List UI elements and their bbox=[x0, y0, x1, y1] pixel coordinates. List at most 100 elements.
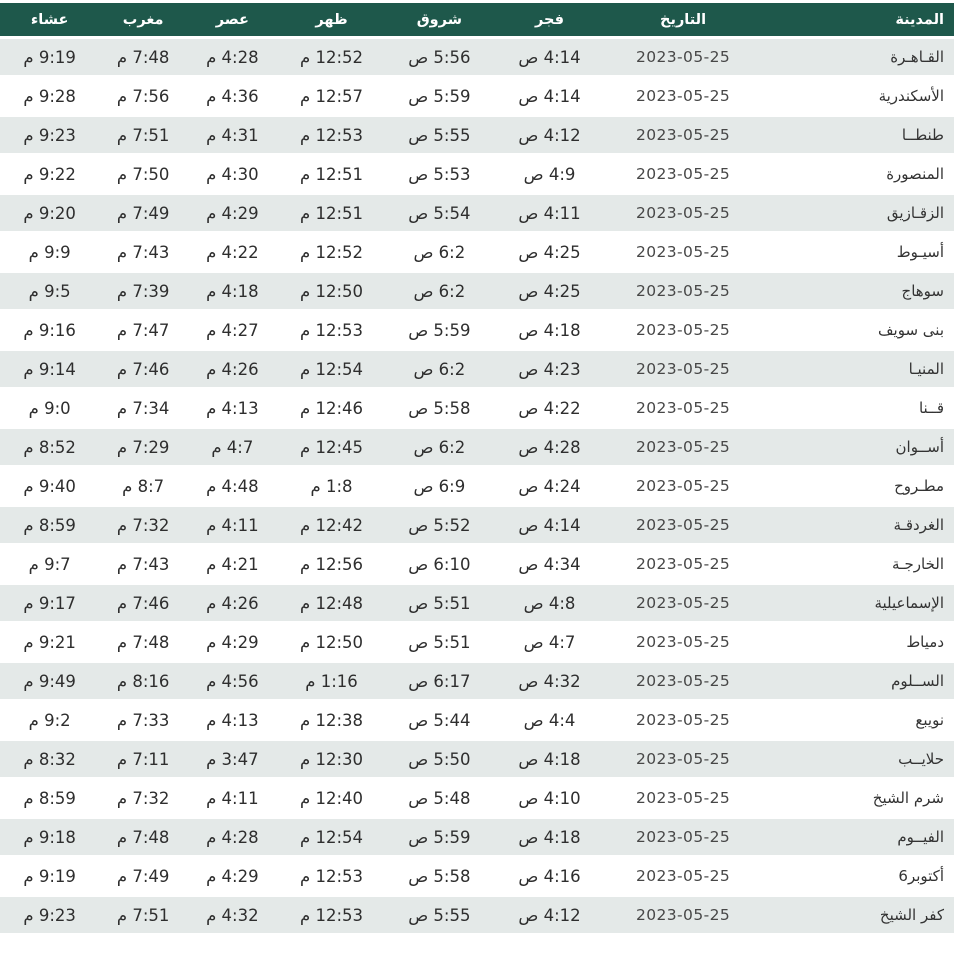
column-header-dhuhr: ظهر bbox=[277, 3, 386, 36]
cell-date: 2023-05-25 bbox=[605, 897, 761, 933]
cell-sunrise: 5:59 ص bbox=[385, 78, 494, 114]
cell-date: 2023-05-25 bbox=[605, 39, 761, 75]
cell-date: 2023-05-25 bbox=[605, 858, 761, 894]
cell-city: قــنا bbox=[760, 390, 954, 426]
cell-isha: 9:28 م bbox=[0, 78, 100, 114]
cell-dhuhr: 12:51 م bbox=[277, 156, 386, 192]
table-row: بنى سويف 2023-05-25 4:18 ص 5:59 ص 12:53 م 4:2… bbox=[0, 312, 954, 348]
cell-fajr: 4:12 ص bbox=[493, 117, 606, 153]
cell-fajr: 4:8 ص bbox=[493, 585, 606, 621]
cell-fajr: 4:28 ص bbox=[493, 429, 606, 465]
table-row: أكتوبر6 2023-05-25 4:16 ص 5:58 ص 12:53 م 4:29… bbox=[0, 858, 954, 894]
cell-isha: 9:17 م bbox=[0, 585, 100, 621]
cell-city: الفيــوم bbox=[760, 819, 954, 855]
cell-isha: 9:19 م bbox=[0, 39, 100, 75]
cell-date: 2023-05-25 bbox=[605, 429, 761, 465]
cell-date: 2023-05-25 bbox=[605, 195, 761, 231]
cell-date: 2023-05-25 bbox=[605, 546, 761, 582]
column-header-maghrib: مغرب bbox=[99, 3, 188, 36]
cell-dhuhr: 12:48 م bbox=[277, 585, 386, 621]
cell-city: الســلوم bbox=[760, 663, 954, 699]
cell-fajr: 4:14 ص bbox=[493, 507, 606, 543]
cell-dhuhr: 12:53 م bbox=[277, 858, 386, 894]
cell-dhuhr: 12:54 م bbox=[277, 351, 386, 387]
cell-fajr: 4:18 ص bbox=[493, 819, 606, 855]
cell-dhuhr: 12:53 م bbox=[277, 897, 386, 933]
cell-sunrise: 5:55 ص bbox=[385, 117, 494, 153]
cell-asr: 4:11 م bbox=[187, 780, 278, 816]
cell-isha: 9:5 م bbox=[0, 273, 100, 309]
table-row: القـاهـرة 2023-05-25 4:14 ص 5:56 ص 12:52 م 4:… bbox=[0, 39, 954, 75]
table-row: كفر الشيخ 2023-05-25 4:12 ص 5:55 ص 12:53 م 4:… bbox=[0, 897, 954, 933]
cell-isha: 9:20 م bbox=[0, 195, 100, 231]
cell-maghrib: 7:47 م bbox=[99, 312, 188, 348]
cell-date: 2023-05-25 bbox=[605, 702, 761, 738]
cell-maghrib: 8:7 م bbox=[99, 468, 188, 504]
cell-maghrib: 7:49 م bbox=[99, 195, 188, 231]
cell-maghrib: 7:48 م bbox=[99, 624, 188, 660]
cell-date: 2023-05-25 bbox=[605, 741, 761, 777]
cell-asr: 4:26 م bbox=[187, 585, 278, 621]
cell-sunrise: 6:10 ص bbox=[385, 546, 494, 582]
table-row: طنطــا 2023-05-25 4:12 ص 5:55 ص 12:53 م 4:31 … bbox=[0, 117, 954, 153]
cell-isha: 8:52 م bbox=[0, 429, 100, 465]
cell-asr: 4:29 م bbox=[187, 624, 278, 660]
cell-isha: 9:22 م bbox=[0, 156, 100, 192]
cell-sunrise: 6:2 ص bbox=[385, 351, 494, 387]
cell-city: الخارجـة bbox=[760, 546, 954, 582]
cell-fajr: 4:34 ص bbox=[493, 546, 606, 582]
table-header: المدينة التاريخ فجر شروق ظهر عصر مغرب عش… bbox=[0, 3, 954, 36]
cell-fajr: 4:12 ص bbox=[493, 897, 606, 933]
cell-sunrise: 6:2 ص bbox=[385, 273, 494, 309]
cell-fajr: 4:32 ص bbox=[493, 663, 606, 699]
table-row: الغردقـة 2023-05-25 4:14 ص 5:52 ص 12:42 م 4:1… bbox=[0, 507, 954, 543]
cell-date: 2023-05-25 bbox=[605, 585, 761, 621]
cell-date: 2023-05-25 bbox=[605, 351, 761, 387]
cell-maghrib: 7:11 م bbox=[99, 741, 188, 777]
cell-maghrib: 7:34 م bbox=[99, 390, 188, 426]
cell-city: طنطــا bbox=[760, 117, 954, 153]
cell-fajr: 4:11 ص bbox=[493, 195, 606, 231]
cell-fajr: 4:23 ص bbox=[493, 351, 606, 387]
cell-maghrib: 7:29 م bbox=[99, 429, 188, 465]
cell-dhuhr: 12:51 م bbox=[277, 195, 386, 231]
cell-dhuhr: 12:40 م bbox=[277, 780, 386, 816]
cell-maghrib: 8:16 م bbox=[99, 663, 188, 699]
cell-asr: 4:29 م bbox=[187, 858, 278, 894]
cell-sunrise: 5:48 ص bbox=[385, 780, 494, 816]
cell-asr: 4:32 م bbox=[187, 897, 278, 933]
cell-city: أســوان bbox=[760, 429, 954, 465]
cell-city: المنصورة bbox=[760, 156, 954, 192]
cell-city: المنيـا bbox=[760, 351, 954, 387]
cell-maghrib: 7:51 م bbox=[99, 897, 188, 933]
cell-city: دمياط bbox=[760, 624, 954, 660]
cell-fajr: 4:18 ص bbox=[493, 741, 606, 777]
column-header-sunrise: شروق bbox=[385, 3, 494, 36]
cell-dhuhr: 12:50 م bbox=[277, 273, 386, 309]
cell-city: الإسماعيلية bbox=[760, 585, 954, 621]
cell-dhuhr: 12:53 م bbox=[277, 312, 386, 348]
cell-fajr: 4:14 ص bbox=[493, 78, 606, 114]
cell-date: 2023-05-25 bbox=[605, 663, 761, 699]
cell-isha: 9:23 م bbox=[0, 117, 100, 153]
cell-date: 2023-05-25 bbox=[605, 273, 761, 309]
column-header-asr: عصر bbox=[187, 3, 278, 36]
cell-sunrise: 5:52 ص bbox=[385, 507, 494, 543]
cell-asr: 4:13 م bbox=[187, 390, 278, 426]
cell-isha: 8:59 م bbox=[0, 780, 100, 816]
cell-isha: 9:0 م bbox=[0, 390, 100, 426]
cell-isha: 9:2 م bbox=[0, 702, 100, 738]
cell-asr: 4:22 م bbox=[187, 234, 278, 270]
cell-sunrise: 5:58 ص bbox=[385, 390, 494, 426]
cell-isha: 9:23 م bbox=[0, 897, 100, 933]
cell-dhuhr: 12:54 م bbox=[277, 819, 386, 855]
cell-sunrise: 5:56 ص bbox=[385, 39, 494, 75]
cell-dhuhr: 12:52 م bbox=[277, 39, 386, 75]
cell-isha: 9:19 م bbox=[0, 858, 100, 894]
cell-isha: 9:21 م bbox=[0, 624, 100, 660]
cell-city: الزقـازيق bbox=[760, 195, 954, 231]
table-row: أســوان 2023-05-25 4:28 ص 6:2 ص 12:45 م 4:7 م… bbox=[0, 429, 954, 465]
